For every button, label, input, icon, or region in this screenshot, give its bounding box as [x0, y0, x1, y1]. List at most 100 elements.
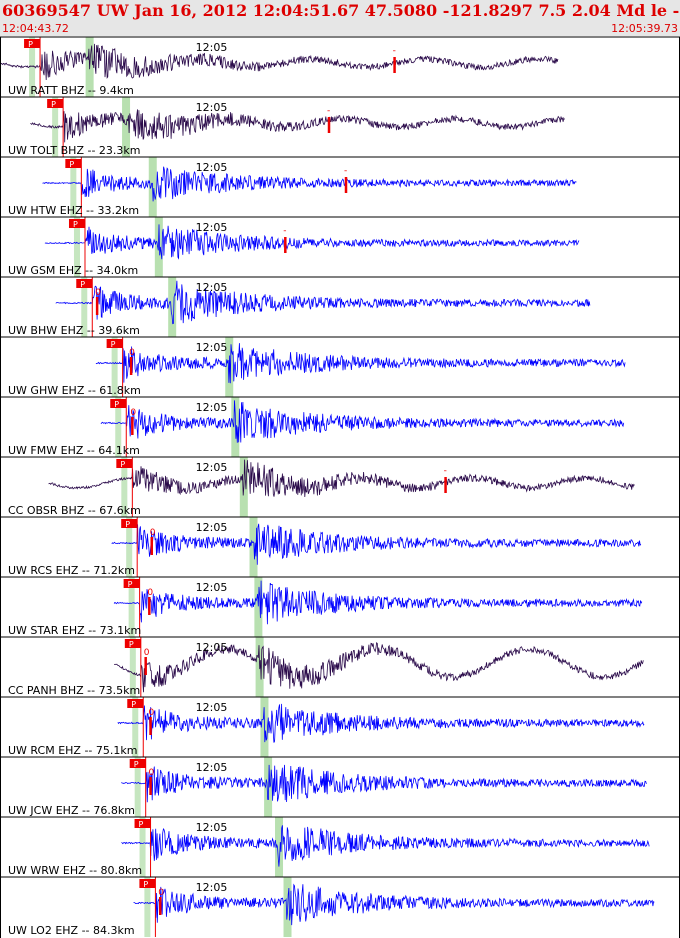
- coda-label: -: [283, 226, 286, 236]
- p-pick-flag: [106, 339, 123, 348]
- p-pick-label: P: [139, 820, 144, 829]
- station-label: UW STAR EHZ -- 73.1km: [8, 624, 141, 637]
- trace-panel: P 12:05 UW WRW EHZ -- 80.8km: [0, 816, 680, 877]
- p-pick-label: P: [143, 880, 148, 889]
- s-window: [122, 97, 131, 157]
- p-pick-label: P: [51, 100, 56, 109]
- p-pick-flag: [68, 219, 85, 228]
- trace-panel: P - 12:05 UW GSM EHZ -- 34.0km: [0, 216, 680, 277]
- p-window: [144, 877, 151, 937]
- p-window: [129, 637, 136, 697]
- coda-label: -: [327, 106, 330, 116]
- p-pick-flag: [139, 879, 156, 888]
- window-start-time: 12:04:43.72: [2, 22, 69, 35]
- p-pick-flag: [110, 399, 127, 408]
- amplitude-label: 0: [95, 288, 101, 298]
- p-pick-label: P: [111, 340, 116, 349]
- time-tick-label: 12:05: [196, 521, 228, 534]
- p-window: [73, 217, 80, 277]
- time-tick-label: 12:05: [196, 101, 228, 114]
- p-pick-label: P: [128, 580, 133, 589]
- trace-panel: P 0 12:05 UW BHW EHZ -- 39.6km: [0, 276, 680, 337]
- p-window: [128, 577, 135, 637]
- station-label: UW JCW EHZ -- 76.8km: [8, 804, 135, 817]
- station-label: UW WRW EHZ -- 80.8km: [8, 864, 142, 877]
- station-label: UW RCS EHZ -- 71.2km: [8, 564, 135, 577]
- s-window: [254, 577, 263, 637]
- time-tick-label: 12:05: [196, 341, 228, 354]
- station-label: CC PANH BHZ -- 73.5km: [8, 684, 140, 697]
- p-pick-flag: [123, 579, 140, 588]
- p-window: [134, 757, 141, 817]
- p-pick-label: P: [129, 640, 134, 649]
- time-tick-label: 12:05: [196, 581, 228, 594]
- trace-panel: P 0 12:05 UW RCM EHZ -- 75.1km: [0, 696, 680, 757]
- waveform-line: [133, 883, 655, 926]
- station-label: UW RCM EHZ -- 75.1km: [8, 744, 137, 757]
- header-bar: 60369547 UW Jan 16, 2012 12:04:51.67 47.…: [0, 0, 680, 36]
- s-window: [264, 757, 273, 817]
- amplitude-label: 0: [130, 408, 136, 418]
- event-title: 60369547 UW Jan 16, 2012 12:04:51.67 47.…: [2, 1, 680, 20]
- station-label: UW TOLT BHZ -- 23.3km: [8, 144, 141, 157]
- p-window: [81, 277, 88, 337]
- p-window: [115, 397, 122, 457]
- time-tick-label: 12:05: [196, 641, 228, 654]
- p-pick-flag: [65, 159, 82, 168]
- coda-label: -: [444, 466, 447, 476]
- waveform-line: [55, 280, 591, 325]
- p-pick-flag: [116, 459, 133, 468]
- coda-label: -: [393, 46, 396, 56]
- p-pick-label: P: [120, 460, 125, 469]
- station-label: UW HTW EHZ -- 33.2km: [8, 204, 139, 217]
- amplitude-label: 0: [149, 708, 155, 718]
- p-pick-label: P: [28, 40, 33, 49]
- amplitude-label: 0: [149, 768, 155, 778]
- waveform-line: [121, 764, 647, 803]
- trace-panel: P 0 12:05 UW GHW EHZ -- 61.8km: [0, 336, 680, 397]
- time-tick-label: 12:05: [196, 161, 228, 174]
- time-tick-label: 12:05: [196, 761, 228, 774]
- p-window: [70, 157, 77, 217]
- amplitude-label: 0: [158, 888, 164, 898]
- s-window: [154, 217, 163, 277]
- time-tick-label: 12:05: [196, 821, 228, 834]
- station-label: UW BHW EHZ -- 39.6km: [8, 324, 140, 337]
- station-label: UW FMW EHZ -- 64.1km: [8, 444, 140, 457]
- s-window: [168, 277, 177, 337]
- waveform-line: [0, 43, 559, 81]
- time-tick-label: 12:05: [196, 401, 228, 414]
- s-window: [249, 517, 258, 577]
- trace-panel: P 0 12:05 UW LO2 EHZ -- 84.3km: [0, 876, 680, 937]
- waveform-line: [95, 343, 626, 384]
- p-pick-label: P: [131, 700, 136, 709]
- time-tick-label: 12:05: [196, 701, 228, 714]
- trace-panel: P - 12:05 UW HTW EHZ -- 33.2km: [0, 156, 680, 217]
- p-window: [29, 37, 36, 97]
- p-pick-flag: [124, 639, 141, 648]
- p-window: [132, 697, 139, 757]
- p-pick-flag: [76, 279, 93, 288]
- p-pick-flag: [129, 759, 146, 768]
- p-window: [139, 817, 146, 877]
- trace-panel: P 0 12:05 UW FMW EHZ -- 64.1km: [0, 396, 680, 457]
- waveform-line: [121, 825, 650, 867]
- amplitude-label: 0: [150, 528, 156, 538]
- waveform-line: [42, 166, 577, 202]
- time-tick-label: 12:05: [196, 881, 228, 894]
- time-tick-label: 12:05: [196, 221, 228, 234]
- p-pick-label: P: [69, 160, 74, 169]
- trace-panel: P - 12:05 UW TOLT BHZ -- 23.3km: [0, 96, 680, 157]
- trace-panel: P 0 12:05 UW RCS EHZ -- 71.2km: [0, 516, 680, 577]
- p-pick-label: P: [125, 520, 130, 529]
- waveform-line: [111, 523, 642, 565]
- time-tick-label: 12:05: [196, 41, 228, 54]
- trace-panel: P 0 12:05 UW JCW EHZ -- 76.8km: [0, 756, 680, 817]
- waveform-line: [48, 459, 635, 498]
- p-window: [121, 457, 128, 517]
- p-pick-label: P: [80, 280, 85, 289]
- waveform-line: [113, 642, 644, 693]
- p-pick-flag: [121, 519, 138, 528]
